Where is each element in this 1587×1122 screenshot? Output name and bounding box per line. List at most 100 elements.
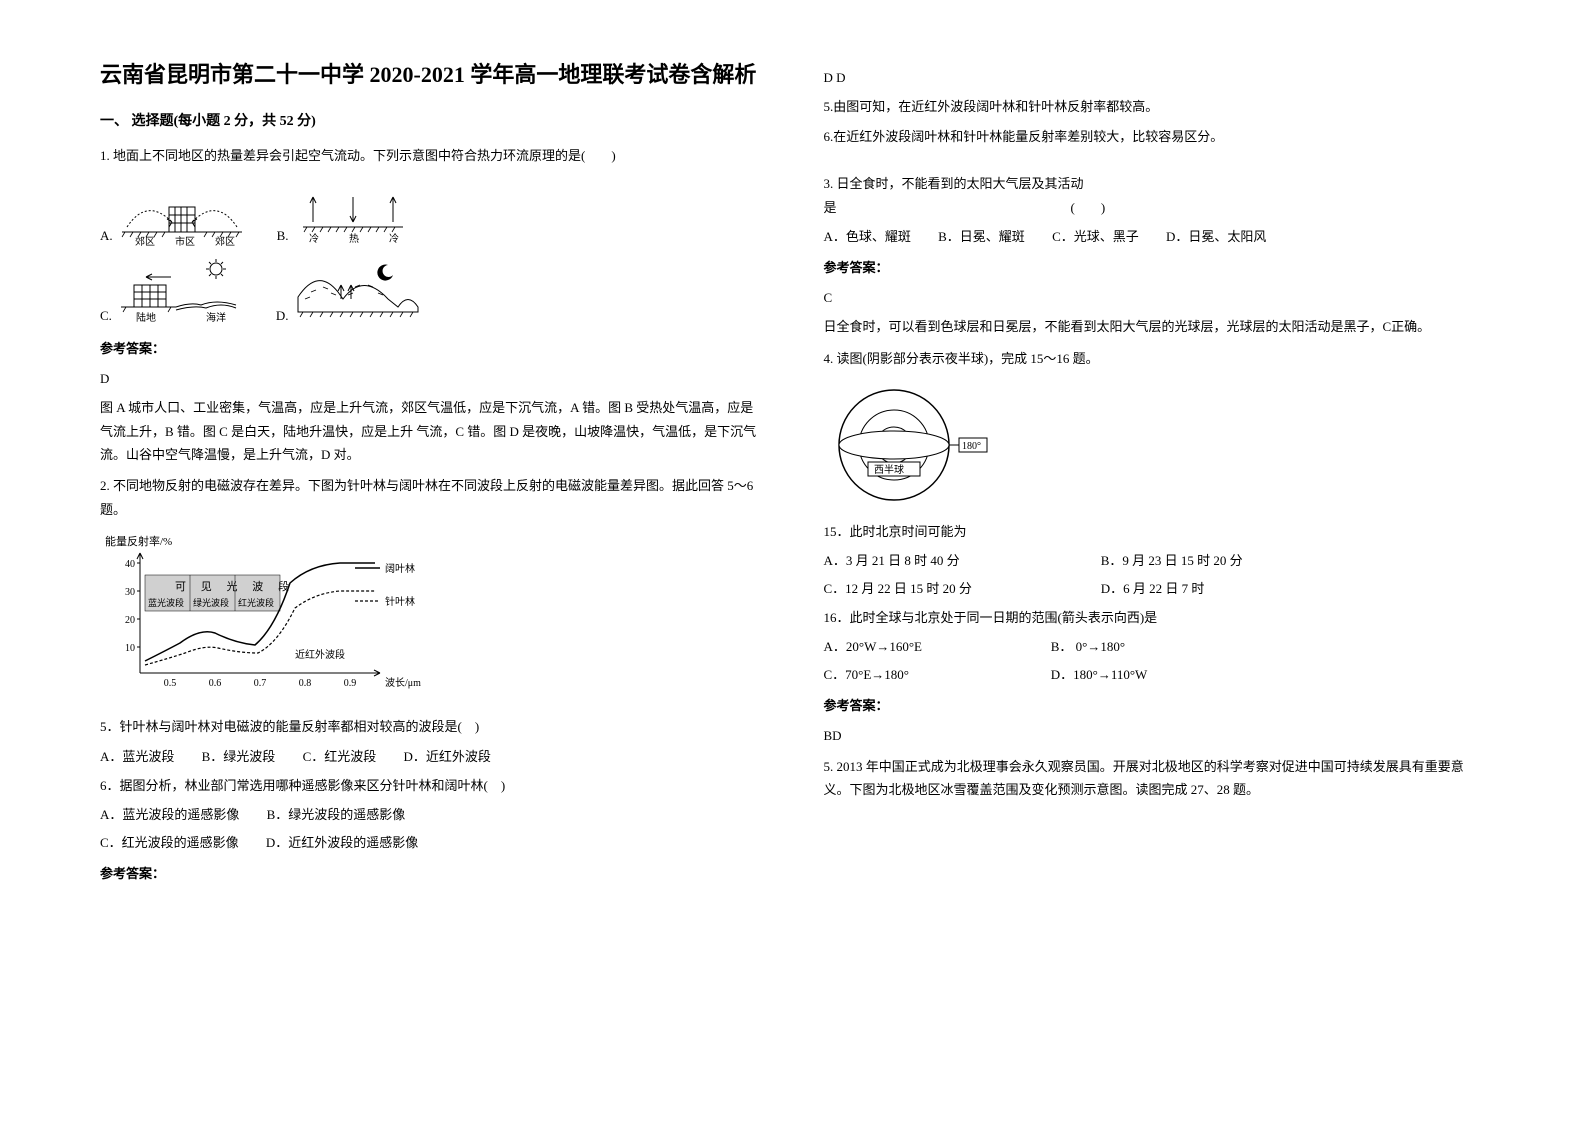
svg-text:郊区: 郊区 [215,235,235,247]
option-a: A．蓝光波段的遥感影像 [100,803,239,826]
option-d: D．6 月 22 日 7 时 [1101,577,1205,600]
section-header: 一、 选择题(每小题 2 分，共 52 分) [100,109,764,134]
sub-question-6: 6．据图分析，林业部门常选用哪种遥感影像来区分针叶林和阔叶林( ) [100,774,764,797]
thermal-circulation-heat-icon: 冷 热 冷 [293,177,413,247]
options-row: C．12 月 22 日 15 时 20 分 D．6 月 22 日 7 时 [824,577,1488,600]
options-row: A．蓝光波段 B．绿光波段 C．红光波段 D．近红外波段 [100,745,764,768]
svg-text:绿光波段: 绿光波段 [193,597,229,608]
q1-diagram-a: A. 郊区 市区 郊区 [100,177,247,247]
option-a: A．20°W→160°E [824,635,1024,658]
left-column: 云南省昆明市第二十一中学 2020-2021 学年高一地理联考试卷含解析 一、 … [100,60,764,1062]
svg-text:40: 40 [125,559,135,570]
svg-text:陆地: 陆地 [136,311,156,324]
question-text-cont: 是 ( ) [824,196,1488,219]
answer-value: BD [824,724,1488,747]
question-4: 4. 读图(阴影部分表示夜半球)，完成 15～16 题。 180° 西半球 1 [824,347,1488,748]
svg-text:0.7: 0.7 [254,678,267,689]
earth-hemisphere-icon: 180° 西半球 [824,380,994,510]
q1-diagrams-row1: A. 郊区 市区 郊区 B. [100,177,764,247]
line-chart-icon: 能量反射率/% 40 30 20 10 0.5 0.6 0.7 0.8 0.9 [100,533,440,703]
question-text: 3. 日全食时，不能看到的太阳大气层及其活动 [824,172,1488,195]
option-label: D. [276,304,289,327]
explanation: 图 A 城市人口、工业密集，气温高，应是上升气流，郊区气温低，应是下沉气流，A … [100,396,764,466]
question-text: 1. 地面上不同地区的热量差异会引起空气流动。下列示意图中符合热力环流原理的是(… [100,144,764,167]
explanation: 6.在近红外波段阔叶林和针叶林能量反射率差别较大，比较容易区分。 [824,125,1488,148]
thermal-circulation-city-icon: 郊区 市区 郊区 [117,177,247,247]
option-b: B．9 月 23 日 15 时 20 分 [1101,549,1243,572]
svg-text:近红外波段: 近红外波段 [295,648,345,661]
svg-text:0.6: 0.6 [209,678,222,689]
answer-value: D [100,367,764,390]
svg-text:郊区: 郊区 [135,235,155,247]
q1-diagram-d: D. [276,257,423,327]
svg-text:0.8: 0.8 [299,678,312,689]
thermal-land-sea-icon: 陆地 海洋 [116,257,246,327]
explanation: 日全食时，可以看到色球层和日冕层，不能看到太阳大气层的光球层，光球层的太阳活动是… [824,315,1488,338]
svg-text:180°: 180° [962,441,981,452]
answer-label: 参考答案： [824,694,1488,717]
question-2: 2. 不同地物反射的电磁波存在差异。下图为针叶林与阔叶林在不同波段上反射的电磁波… [100,474,764,885]
options-row: C．70°E→180° D．180°→110°W [824,663,1488,686]
answer-label: 参考答案： [100,862,764,885]
option-d: D．日冕、太阳风 [1166,225,1266,248]
option-d: D．180°→110°W [1051,663,1148,686]
option-a: A．蓝光波段 [100,745,174,768]
question-text: 2. 不同地物反射的电磁波存在差异。下图为针叶林与阔叶林在不同波段上反射的电磁波… [100,474,764,521]
sub-question-5: 5．针叶林与阔叶林对电磁波的能量反射率都相对较高的波段是( ) [100,715,764,738]
svg-text:蓝光波段: 蓝光波段 [148,597,184,608]
option-d: D．近红外波段 [403,745,490,768]
answer-value: C [824,286,1488,309]
sub-question-16: 16．此时全球与北京处于同一日期的范围(箭头表示向西)是 [824,606,1488,629]
svg-text:波长/μm: 波长/μm [385,676,421,689]
options-row: C．红光波段的遥感影像 D．近红外波段的遥感影像 [100,831,764,854]
svg-text:红光波段: 红光波段 [238,597,274,608]
svg-text:西半球: 西半球 [874,463,904,476]
option-label: C. [100,304,112,327]
thermal-valley-night-icon [293,257,423,327]
sub-question-15: 15．此时北京时间可能为 [824,520,1488,543]
options-row: A．3 月 21 日 8 时 40 分 B．9 月 23 日 15 时 20 分 [824,549,1488,572]
svg-text:冷: 冷 [389,232,399,245]
svg-text:市区: 市区 [175,235,195,247]
svg-text:针叶林: 针叶林 [385,595,415,608]
q1-diagrams-row2: C. 陆地 海洋 D. [100,257,764,327]
svg-text:海洋: 海洋 [206,311,226,324]
question-text: 4. 读图(阴影部分表示夜半球)，完成 15～16 题。 [824,347,1488,370]
explanation: 5.由图可知，在近红外波段阔叶林和针叶林反射率都较高。 [824,95,1488,118]
option-a: A．色球、耀斑 [824,225,911,248]
option-b: B．绿光波段 [202,745,276,768]
svg-text:能量反射率/%: 能量反射率/% [105,534,172,548]
svg-text:0.9: 0.9 [344,678,357,689]
svg-text:热: 热 [349,232,359,245]
option-c: C．12 月 22 日 15 时 20 分 [824,577,1074,600]
option-b: B．日冕、耀斑 [938,225,1025,248]
answer-label: 参考答案： [100,337,764,360]
options-row: A．20°W→160°E B． 0°→180° [824,635,1488,658]
options-row: A．蓝光波段的遥感影像 B．绿光波段的遥感影像 [100,803,764,826]
q1-diagram-b: B. 冷 热 冷 [277,177,413,247]
svg-text:0.5: 0.5 [164,678,177,689]
option-label: B. [277,224,289,247]
option-c: C．红光波段 [303,745,377,768]
question-5: 5. 2013 年中国正式成为北极理事会永久观察员国。开展对北极地区的科学考察对… [824,755,1488,802]
option-a: A．3 月 21 日 8 时 40 分 [824,549,1074,572]
svg-text:10: 10 [125,643,135,654]
option-b: B．绿光波段的遥感影像 [267,803,406,826]
option-c: C．光球、黑子 [1052,225,1139,248]
svg-text:冷: 冷 [309,232,319,245]
options-row: A．色球、耀斑 B．日冕、耀斑 C．光球、黑子 D．日冕、太阳风 [824,225,1488,248]
answer-label: 参考答案： [824,256,1488,279]
question-text: 5. 2013 年中国正式成为北极理事会永久观察员国。开展对北极地区的科学考察对… [824,755,1488,802]
reflectance-chart: 能量反射率/% 40 30 20 10 0.5 0.6 0.7 0.8 0.9 [100,533,764,703]
svg-text:阔叶林: 阔叶林 [385,562,415,575]
answer-value: D D [824,66,1488,89]
option-c: C．70°E→180° [824,663,1024,686]
q1-diagram-c: C. 陆地 海洋 [100,257,246,327]
question-1: 1. 地面上不同地区的热量差异会引起空气流动。下列示意图中符合热力环流原理的是(… [100,144,764,466]
option-label: A. [100,224,113,247]
svg-text:20: 20 [125,615,135,626]
option-c: C．红光波段的遥感影像 [100,831,239,854]
question-3: 3. 日全食时，不能看到的太阳大气层及其活动 是 ( ) A．色球、耀斑 B．日… [824,172,1488,338]
page-title: 云南省昆明市第二十一中学 2020-2021 学年高一地理联考试卷含解析 [100,60,764,91]
option-d: D．近红外波段的遥感影像 [266,831,418,854]
